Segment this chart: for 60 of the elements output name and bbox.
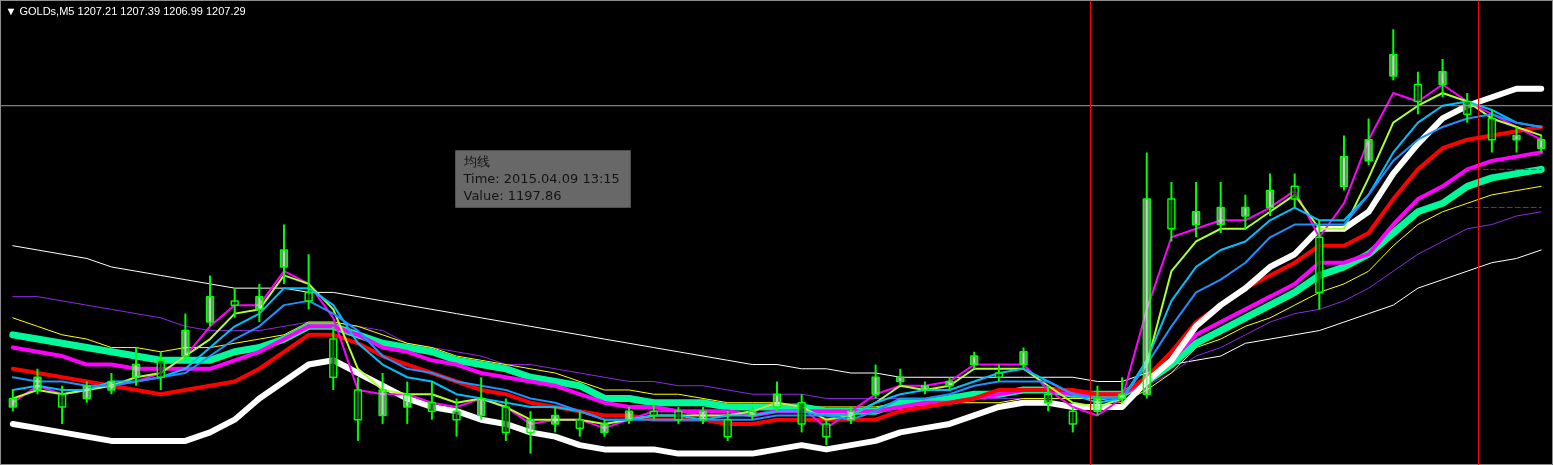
chart-title: ▼ GOLDs,M5 1207.21 1207.39 1206.99 1207.29	[5, 4, 246, 17]
candlestick	[1216, 181, 1225, 234]
candlestick	[1290, 172, 1299, 209]
candlestick	[970, 350, 979, 370]
candlestick	[1265, 172, 1275, 218]
candlestick	[33, 367, 42, 396]
candlestick	[8, 388, 18, 413]
candlestick	[452, 397, 461, 438]
candlestick	[748, 405, 757, 421]
candlestick	[1241, 193, 1250, 230]
candlestick	[1191, 181, 1201, 239]
candlestick	[255, 282, 264, 324]
candlestick	[329, 325, 338, 391]
annotation: Time: 2015.04.09 13:15	[462, 170, 620, 186]
candlestick	[674, 405, 683, 425]
candlestick	[624, 405, 634, 425]
candlestick	[1536, 134, 1546, 154]
candlestick	[156, 350, 165, 391]
candlestick	[1487, 108, 1497, 154]
candlestick	[1315, 219, 1324, 311]
candlestick	[107, 372, 116, 396]
annotation: Value: 1197.86	[463, 187, 562, 203]
candlestick	[649, 401, 658, 421]
candlestick	[1438, 58, 1447, 99]
candlestick	[501, 397, 511, 442]
candlestick	[600, 418, 609, 438]
candlestick	[723, 410, 732, 442]
candlestick	[205, 274, 215, 328]
candlestick	[797, 393, 806, 434]
candlestick	[772, 380, 782, 413]
candlestick	[1512, 125, 1521, 154]
candlestick	[1167, 181, 1176, 243]
candlestick	[1389, 28, 1398, 82]
annotation: 均线	[462, 153, 490, 169]
candlestick	[822, 418, 831, 447]
candlestick	[698, 405, 708, 425]
candlestick	[378, 372, 387, 425]
candlestick	[304, 253, 313, 311]
candlestick	[1043, 384, 1053, 413]
candlestick	[1364, 117, 1373, 167]
candlestick	[427, 380, 437, 421]
candlestick	[846, 405, 856, 425]
candlestick	[1413, 70, 1423, 116]
candlestick	[230, 287, 239, 319]
candlestick	[131, 346, 141, 387]
candlestick	[403, 380, 412, 425]
candlestick	[1068, 405, 1078, 434]
candlestick	[550, 405, 560, 434]
candlestick	[1339, 134, 1349, 192]
candlestick	[1019, 346, 1028, 370]
candlestick	[279, 223, 289, 285]
candlestick	[82, 380, 91, 404]
candlestick	[181, 312, 190, 362]
candlestick	[575, 410, 584, 438]
candlestick	[353, 376, 363, 442]
candlestick	[57, 384, 67, 425]
candlestick	[476, 376, 486, 421]
candlestick	[1093, 384, 1102, 417]
candlestick	[994, 363, 1004, 383]
candlestick	[920, 380, 930, 396]
